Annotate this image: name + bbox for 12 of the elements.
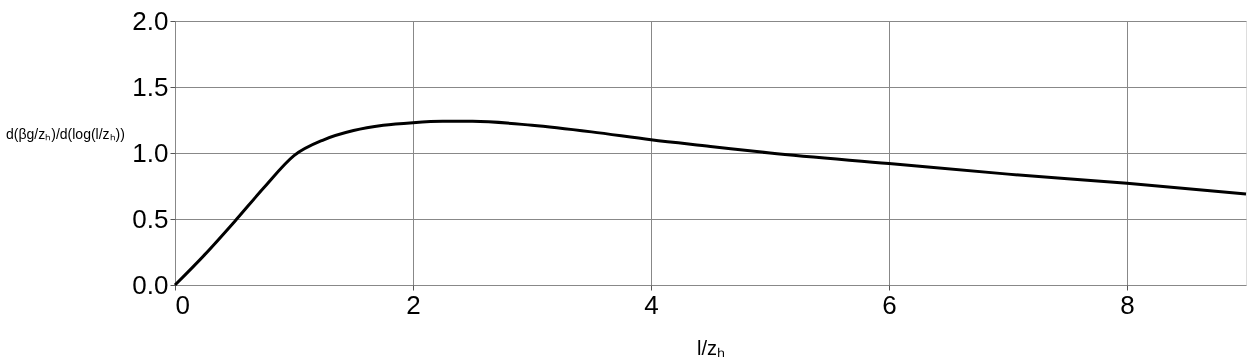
x-tick-label: 2 bbox=[406, 289, 421, 320]
x-axis-title: l/zₕ bbox=[697, 336, 725, 359]
y-tick-label: 2.0 bbox=[132, 5, 169, 36]
x-tick-label: 4 bbox=[644, 289, 659, 320]
x-tick-label: 0 bbox=[175, 289, 190, 320]
y-tick-label: 0.0 bbox=[132, 269, 169, 300]
y-tick-label: 1.5 bbox=[132, 71, 169, 102]
x-tick-label: 6 bbox=[882, 289, 897, 320]
y-tick-label: 1.0 bbox=[132, 137, 169, 168]
y-tick-label: 0.5 bbox=[132, 203, 169, 234]
y-axis-title: d(βg/zₕ)/d(log(l/zₕ)) bbox=[6, 125, 125, 142]
x-tick-label: 8 bbox=[1120, 289, 1135, 320]
